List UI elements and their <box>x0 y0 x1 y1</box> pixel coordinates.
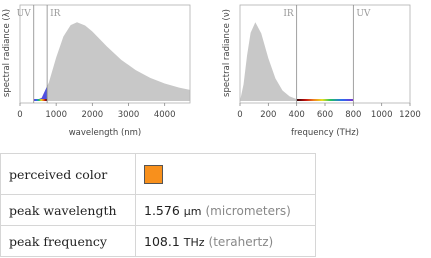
x-tick-label: 3000 <box>118 110 140 120</box>
table-row: peak frequency 108.1 THz (terahertz) <box>0 225 316 257</box>
unit: THz <box>183 235 205 249</box>
unit-note: (micrometers) <box>205 203 291 218</box>
x-tick-label: 200 <box>260 110 276 120</box>
property-table: perceived color peak wavelength 1.576 µm… <box>0 153 316 257</box>
x-tick-label: 800 <box>345 110 361 120</box>
x-axis-label: wavelength (nm) <box>69 128 142 138</box>
color-swatch <box>144 164 163 184</box>
x-axis-label: frequency (THz) <box>291 128 359 138</box>
x-tick-label: 1000 <box>371 110 393 120</box>
unit: µm <box>183 204 202 218</box>
annotation-label: UV <box>17 9 32 19</box>
x-tick-label: 0 <box>237 110 242 120</box>
x-tick-label: 400 <box>289 110 305 120</box>
x-tick-label: 600 <box>317 110 333 120</box>
value: 1.576 <box>144 202 180 218</box>
visible-strip <box>33 99 48 101</box>
x-tick-label: 0 <box>17 110 22 120</box>
table-row: perceived color <box>0 153 316 195</box>
y-axis-label: spectral radiance (λ) <box>2 9 12 97</box>
annotation-label: UV <box>356 9 371 19</box>
spectrum-area <box>27 22 191 101</box>
visible-band <box>33 86 48 101</box>
annotation-label: IR <box>50 9 61 19</box>
row-label: peak frequency <box>0 225 136 257</box>
row-label: peak wavelength <box>0 194 136 226</box>
table-row: peak wavelength 1.576 µm (micrometers) <box>0 194 316 226</box>
spectrum-area <box>240 22 410 101</box>
x-tick-label: 2000 <box>82 110 104 120</box>
row-value: 1.576 µm (micrometers) <box>135 194 316 226</box>
y-axis-label: spectral radiance (ν) <box>222 9 232 97</box>
x-tick-label: 4000 <box>154 110 176 120</box>
row-value <box>135 153 316 195</box>
visible-strip <box>296 99 354 101</box>
row-value: 108.1 THz (terahertz) <box>135 225 316 257</box>
row-label: perceived color <box>0 153 136 195</box>
plot-frame <box>19 4 191 104</box>
annotation-label: IR <box>283 9 294 19</box>
x-tick-label: 1200 <box>399 110 421 120</box>
value: 108.1 <box>144 233 180 249</box>
x-tick-label: 1000 <box>45 110 67 120</box>
unit-note: (terahertz) <box>208 234 274 249</box>
